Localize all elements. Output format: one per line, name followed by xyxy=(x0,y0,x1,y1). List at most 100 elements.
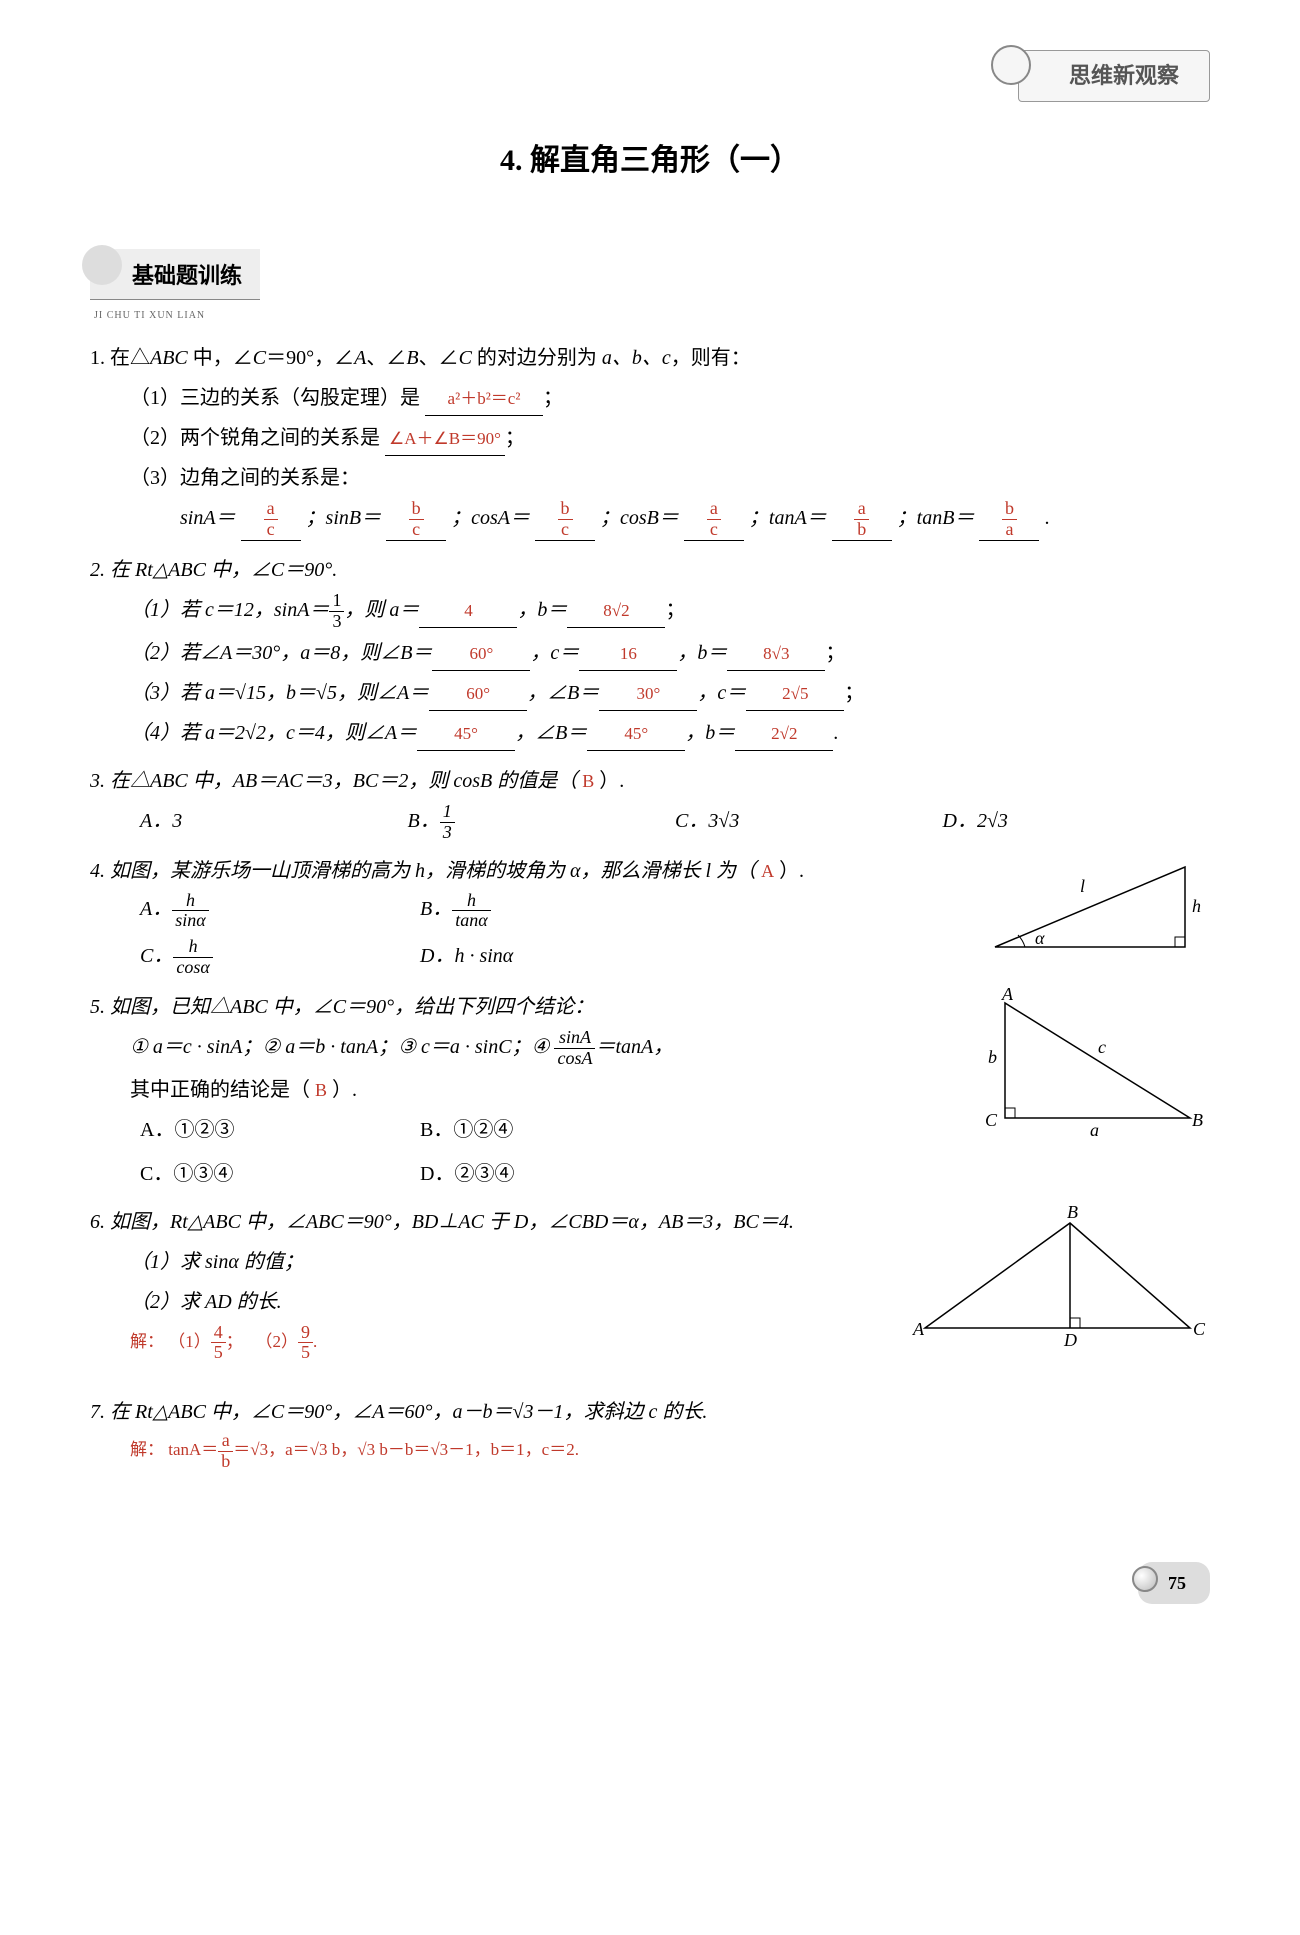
text: A xyxy=(354,347,366,369)
problem-3: 3. 在△ABC 中，AB＝AC＝3，BC＝2，则 cosB 的值是（ B ）.… xyxy=(90,762,1210,843)
text: B xyxy=(406,347,418,369)
svg-text:b: b xyxy=(988,1047,997,1067)
num: 1 xyxy=(440,802,455,823)
text: ）. xyxy=(779,860,804,882)
text: a、b、c xyxy=(602,347,671,369)
opt-c: C．①③④ xyxy=(140,1155,420,1193)
text: ；cosA＝ xyxy=(451,507,530,529)
p7-solution: 解： tanA＝ab＝√3，a＝√3 b，√3 b－b＝√3－1，b＝1，c＝2… xyxy=(90,1431,1210,1472)
den: tanα xyxy=(452,911,490,931)
text: ）. xyxy=(332,1079,357,1101)
svg-text:A: A xyxy=(912,1319,925,1339)
text: ，b＝ xyxy=(677,642,727,664)
answer: 2√2 xyxy=(735,718,833,751)
blank-sina: ac xyxy=(241,499,301,541)
text: 中，∠ xyxy=(188,347,253,369)
opt-b: B．htanα xyxy=(420,890,700,931)
answer: 8√3 xyxy=(727,638,825,671)
text: ； xyxy=(226,1332,243,1351)
page-title: 4. 解直角三角形（一） xyxy=(90,132,1210,189)
text: ，∠B＝ xyxy=(527,682,599,704)
opt-d: D．h · sinα xyxy=(420,937,700,978)
den: sinα xyxy=(172,911,208,931)
text: （1）若 c＝12，sinA＝ xyxy=(130,599,329,621)
text: ；tanB＝ xyxy=(897,507,975,529)
text: 的对边分别为 xyxy=(472,347,602,369)
label: 解： xyxy=(130,1440,164,1459)
den: 3 xyxy=(440,823,455,843)
text: ； xyxy=(844,682,864,704)
text: C xyxy=(459,347,472,369)
opt-b: B．①②④ xyxy=(420,1111,700,1149)
p4-answer: A xyxy=(761,861,774,881)
header-brand-text: 思维新观察 xyxy=(1018,50,1210,102)
text: ；sinB＝ xyxy=(306,507,382,529)
num: 4 xyxy=(211,1323,226,1344)
answer: 30° xyxy=(599,678,697,711)
text: ）. xyxy=(599,770,624,792)
text: tanA＝ xyxy=(168,1440,218,1459)
blank-sinb: bc xyxy=(386,499,446,541)
section-heading: 基础题训练 xyxy=(90,249,260,300)
text: . xyxy=(833,722,838,744)
text: （2）若∠A＝30°，a＝8，则∠B＝ xyxy=(130,642,432,664)
den: b xyxy=(218,1452,233,1472)
p2-stem: 2. 在 Rt△ABC 中，∠C＝90°. xyxy=(90,559,337,581)
blank-tana: ab xyxy=(832,499,892,541)
den: cosα xyxy=(173,958,212,978)
svg-text:C: C xyxy=(985,1110,998,1130)
answer: 16 xyxy=(579,638,677,671)
answer: 8√2 xyxy=(567,595,665,628)
num: b xyxy=(558,499,573,520)
opt-c: C．3√3 xyxy=(675,802,943,843)
den: c xyxy=(264,520,278,540)
text: B． xyxy=(420,898,452,920)
text: A． xyxy=(140,898,172,920)
answer: 60° xyxy=(429,678,527,711)
den: c xyxy=(409,520,424,540)
opt-a: A．3 xyxy=(140,802,408,843)
num: h xyxy=(173,937,212,958)
problem-7: 7. 在 Rt△ABC 中，∠C＝90°，∠A＝60°，a－b＝√3－1，求斜边… xyxy=(90,1393,1210,1472)
opt-b: B．13 xyxy=(408,802,676,843)
den: 5 xyxy=(298,1343,313,1363)
p4-stem: 4. 如图，某游乐场一山顶滑梯的高为 h，滑梯的坡角为 α，那么滑梯长 l 为（ xyxy=(90,860,756,882)
den: cosA xyxy=(554,1049,595,1069)
answer: 45° xyxy=(417,718,515,751)
text: 1. 在△ xyxy=(90,347,150,369)
problem-5: A C B b a c 5. 如图，已知△ABC 中，∠C＝90°，给出下列四个… xyxy=(90,988,1210,1193)
text: . xyxy=(313,1332,317,1351)
p6-stem: 6. 如图，Rt△ABC 中，∠ABC＝90°，BD⊥AC 于 D，∠CBD＝α… xyxy=(90,1211,794,1233)
text: C xyxy=(253,347,266,369)
blank-cosb: ac xyxy=(684,499,744,541)
text: ，∠B＝ xyxy=(515,722,587,744)
p1-s1-answer: a²＋b²＝c² xyxy=(425,383,543,416)
opt-a: A．hsinα xyxy=(140,890,420,931)
p7-stem: 7. 在 Rt△ABC 中，∠C＝90°，∠A＝60°，a－b＝√3－1，求斜边… xyxy=(90,1401,707,1423)
num: h xyxy=(452,891,490,912)
text: （4）若 a＝2√2，c＝4，则∠A＝ xyxy=(130,722,417,744)
page-number: 75 xyxy=(1138,1562,1210,1604)
text: ，则有： xyxy=(671,347,751,369)
p1-sub2: （2）两个锐角之间的关系是 ∠A＋∠B＝90°； xyxy=(90,419,1210,457)
text: . xyxy=(1044,507,1049,529)
text: （1） xyxy=(168,1332,211,1351)
den: c xyxy=(558,520,573,540)
text: （2） xyxy=(256,1332,299,1351)
text: ，则 a＝ xyxy=(344,599,419,621)
text: sinA＝ xyxy=(180,507,236,529)
p1-trig-row: sinA＝ ac ；sinB＝ bc ；cosA＝ bc ；cosB＝ ac ；… xyxy=(90,499,1210,541)
num: a xyxy=(854,499,869,520)
p1-s2-answer: ∠A＋∠B＝90° xyxy=(385,423,505,456)
text: ＝90°，∠ xyxy=(266,347,354,369)
svg-text:a: a xyxy=(1090,1120,1099,1138)
p4-options: A．hsinα B．htanα C．hcosα D．h · sinα xyxy=(90,890,700,977)
opt-a: A．①②③ xyxy=(140,1111,420,1149)
p2-sub4: （4）若 a＝2√2，c＝4，则∠A＝45°，∠B＝45°，b＝2√2. xyxy=(90,714,1210,752)
text: ＝√3，a＝√3 b，√3 b－b＝√3－1，b＝1，c＝2. xyxy=(233,1440,579,1459)
svg-text:A: A xyxy=(1001,988,1014,1004)
num: 9 xyxy=(298,1323,313,1344)
text: ，b＝ xyxy=(517,599,567,621)
answer: 60° xyxy=(432,638,530,671)
svg-text:h: h xyxy=(1192,896,1201,916)
